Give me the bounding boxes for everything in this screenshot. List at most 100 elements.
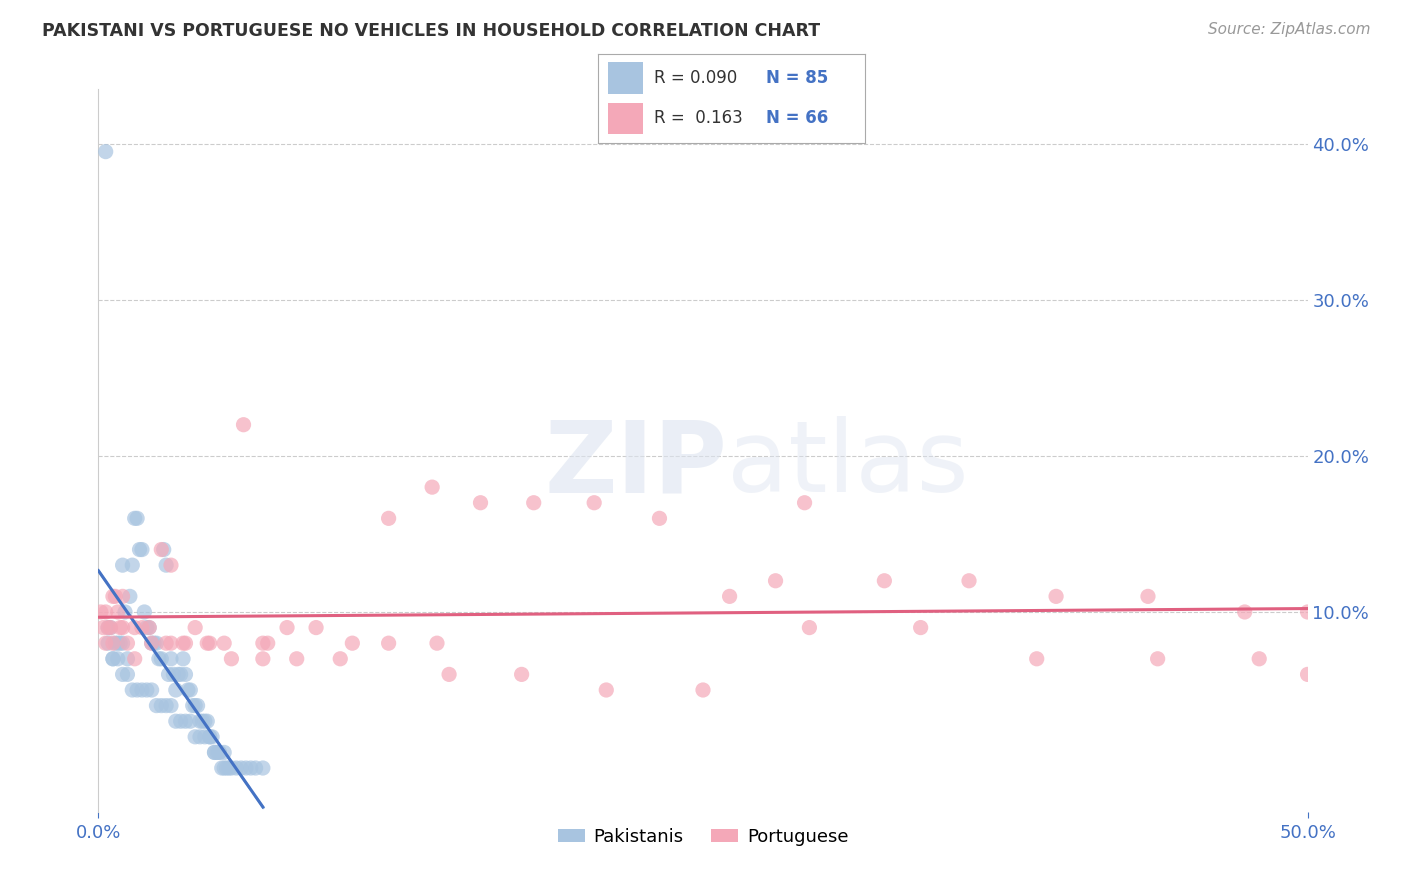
Point xyxy=(470,496,492,510)
Text: R = 0.090: R = 0.090 xyxy=(654,69,737,87)
Point xyxy=(184,621,207,635)
Text: R =  0.163: R = 0.163 xyxy=(654,109,742,128)
Point xyxy=(91,621,114,635)
Text: N = 66: N = 66 xyxy=(766,109,828,128)
Point xyxy=(107,636,129,650)
Point xyxy=(131,683,153,698)
Point xyxy=(121,683,143,698)
Point xyxy=(97,636,120,650)
Point xyxy=(187,698,209,713)
Point xyxy=(94,636,117,650)
Point xyxy=(221,652,243,666)
Point xyxy=(111,590,134,604)
Point xyxy=(150,698,173,713)
Point xyxy=(910,621,932,635)
Point xyxy=(873,574,896,588)
Point xyxy=(117,667,139,681)
Point xyxy=(150,542,173,557)
Point xyxy=(793,496,815,510)
Point xyxy=(141,683,163,698)
Point xyxy=(252,652,274,666)
Point xyxy=(155,698,177,713)
Point xyxy=(155,636,177,650)
Point xyxy=(127,683,149,698)
Point xyxy=(208,746,231,760)
Point xyxy=(221,761,243,775)
Text: ZIP: ZIP xyxy=(544,417,727,514)
Point xyxy=(1045,590,1067,604)
Point xyxy=(134,605,156,619)
Point xyxy=(165,714,187,729)
Point xyxy=(100,621,122,635)
Point xyxy=(198,730,221,744)
Point xyxy=(1249,652,1271,666)
Text: N = 85: N = 85 xyxy=(766,69,828,87)
Point xyxy=(124,652,146,666)
Point xyxy=(181,698,204,713)
Point xyxy=(218,761,240,775)
Point xyxy=(174,667,197,681)
Point xyxy=(118,590,141,604)
Point xyxy=(239,761,262,775)
Point xyxy=(204,746,226,760)
Point xyxy=(377,636,399,650)
Point xyxy=(172,652,194,666)
Point xyxy=(377,511,399,525)
Point xyxy=(195,636,218,650)
Point xyxy=(135,621,157,635)
Point xyxy=(160,636,183,650)
Point xyxy=(437,667,460,681)
Point xyxy=(523,496,546,510)
Point xyxy=(160,558,183,573)
Point xyxy=(957,574,980,588)
Point xyxy=(179,714,201,729)
Point xyxy=(94,145,117,159)
Point xyxy=(127,511,149,525)
Point xyxy=(160,698,183,713)
Point xyxy=(141,636,163,650)
Point xyxy=(212,636,235,650)
Point xyxy=(174,714,197,729)
Point xyxy=(194,730,217,744)
Point xyxy=(135,683,157,698)
Point xyxy=(329,652,352,666)
Point xyxy=(245,761,267,775)
Point xyxy=(101,636,124,650)
Point xyxy=(111,636,134,650)
Point xyxy=(174,636,197,650)
Point xyxy=(179,683,201,698)
Point xyxy=(188,730,211,744)
Point xyxy=(252,636,274,650)
Point xyxy=(114,605,136,619)
Point xyxy=(583,496,606,510)
Point xyxy=(211,761,233,775)
Point xyxy=(212,761,235,775)
Point xyxy=(111,621,134,635)
Point xyxy=(215,761,238,775)
Point xyxy=(256,636,278,650)
Point xyxy=(101,590,124,604)
Point xyxy=(90,605,112,619)
Point xyxy=(108,621,131,635)
Point xyxy=(152,542,174,557)
Point xyxy=(157,667,180,681)
Point xyxy=(1296,667,1319,681)
Point xyxy=(104,636,127,650)
Point xyxy=(104,590,127,604)
Point xyxy=(285,652,308,666)
Point xyxy=(718,590,741,604)
Point xyxy=(172,636,194,650)
Point xyxy=(128,542,150,557)
Point xyxy=(420,480,443,494)
Point xyxy=(188,714,211,729)
Point xyxy=(131,621,153,635)
Point xyxy=(160,652,183,666)
Point xyxy=(184,698,207,713)
Point xyxy=(143,636,166,650)
Point xyxy=(121,558,143,573)
Point xyxy=(212,746,235,760)
Point xyxy=(194,714,217,729)
Point xyxy=(97,621,120,635)
Point xyxy=(100,621,122,635)
Point xyxy=(184,730,207,744)
